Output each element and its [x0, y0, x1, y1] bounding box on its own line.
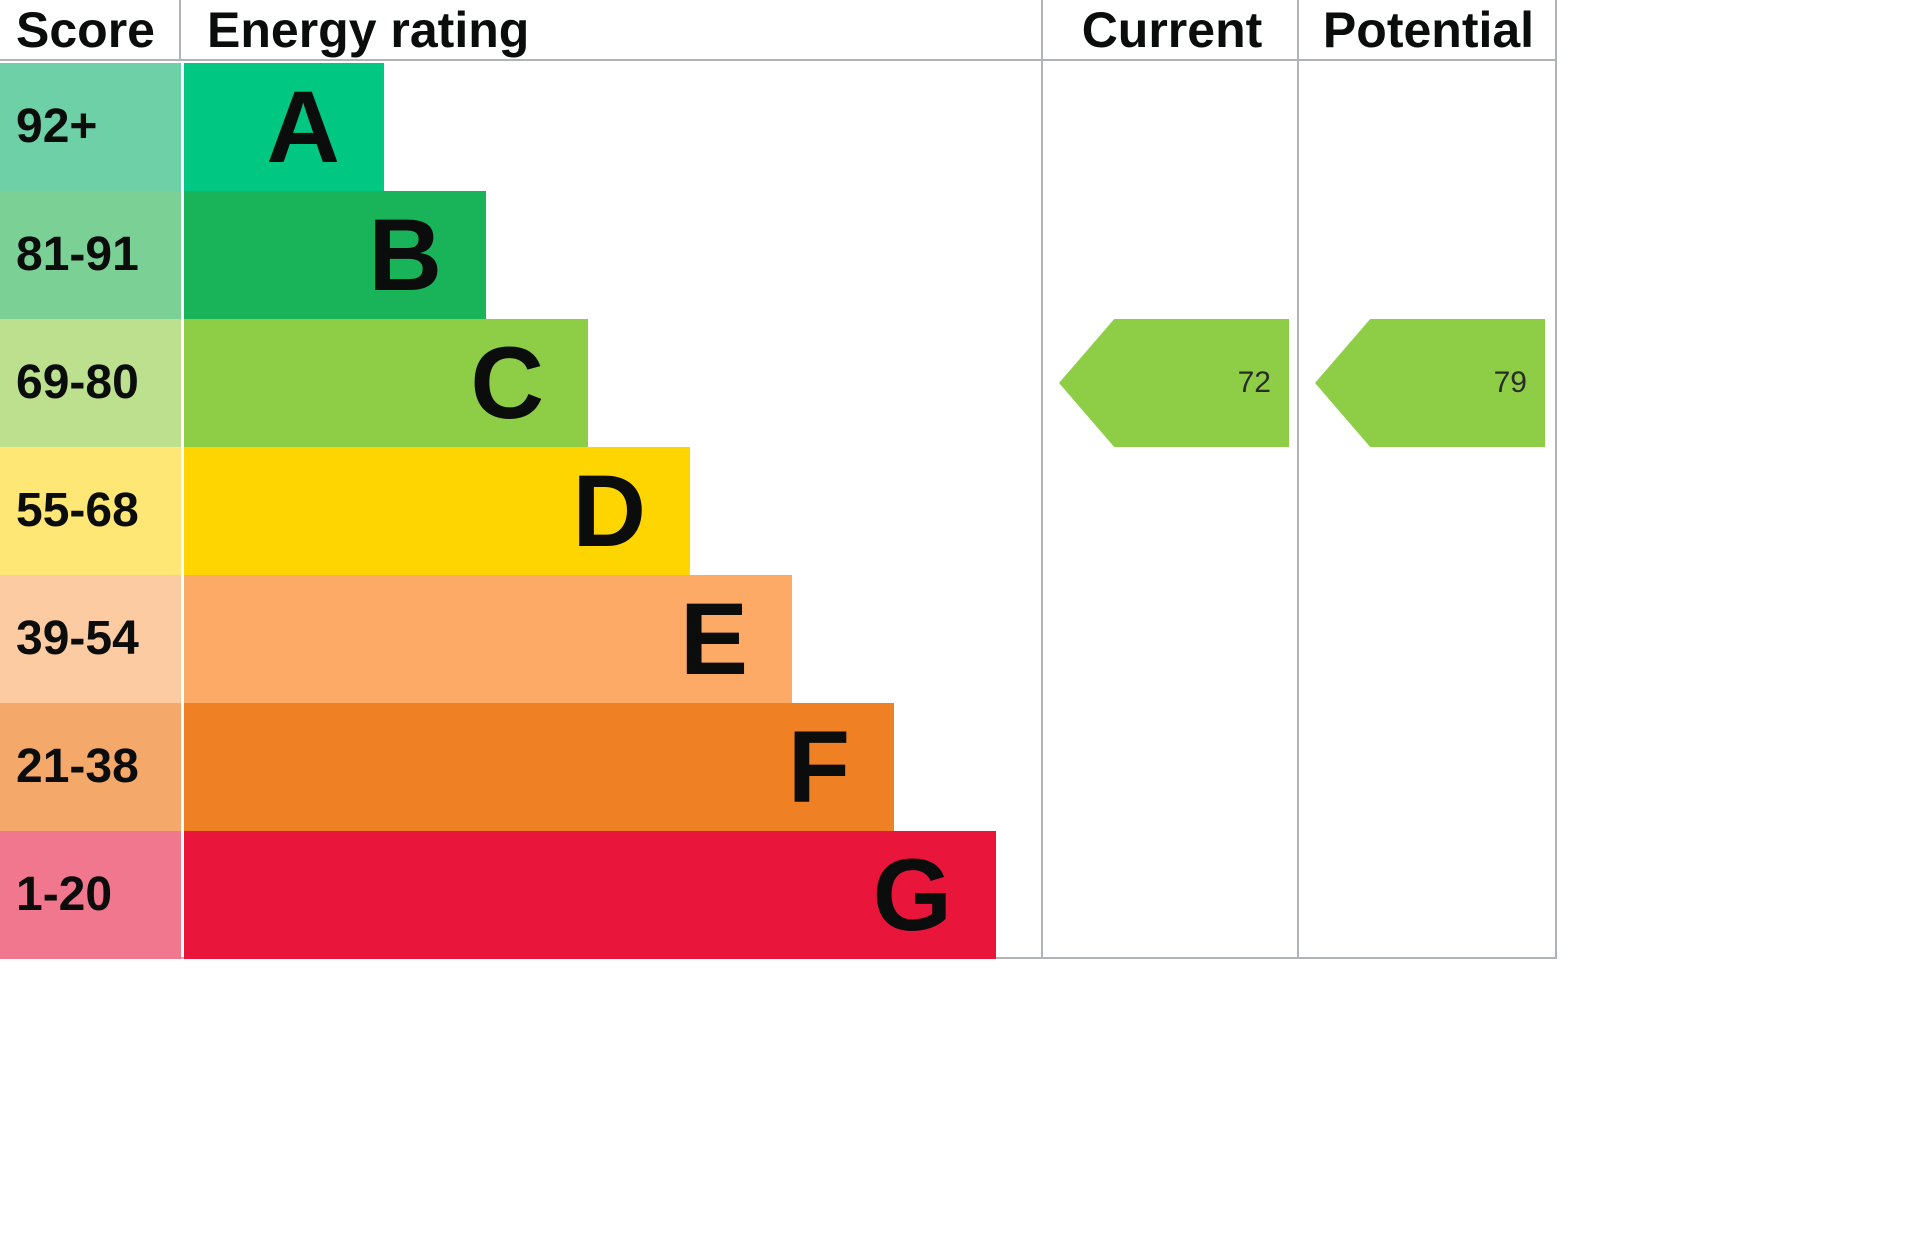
- band-bar-d: D: [184, 447, 690, 575]
- band-row-b: 81-91 B: [0, 191, 1040, 319]
- band-bar-a: A: [184, 63, 384, 191]
- band-bar-b: B: [184, 191, 486, 319]
- band-row-f: 21-38 F: [0, 703, 1040, 831]
- current-rating-value: 72: [1237, 366, 1271, 399]
- epc-energy-rating-chart: Score Energy rating Current Potential 92…: [0, 0, 1557, 959]
- header-potential: Potential: [1322, 1, 1535, 58]
- band-score-g: 1-20: [0, 831, 181, 959]
- divider-right-edge: [1555, 0, 1557, 959]
- band-bar-g: G: [184, 831, 996, 959]
- band-score-d: 55-68: [0, 447, 181, 575]
- potential-rating-arrow: 79: [1315, 319, 1545, 447]
- header-energy-rating: Energy rating: [207, 1, 530, 58]
- header-score: Score: [0, 0, 181, 59]
- band-bar-f: F: [184, 703, 894, 831]
- band-score-b: 81-91: [0, 191, 181, 319]
- band-score-f: 21-38: [0, 703, 181, 831]
- chart-header-row: Score Energy rating Current Potential: [0, 0, 1557, 61]
- band-row-e: 39-54 E: [0, 575, 1040, 703]
- band-score-e: 39-54: [0, 575, 181, 703]
- divider-rating-current: [1041, 0, 1043, 959]
- rating-bands: 92+ A 81-91 B 69-80 C 55-68 D 39-54 E 21…: [0, 63, 1040, 959]
- header-current: Current: [1081, 1, 1263, 58]
- band-row-a: 92+ A: [0, 63, 1040, 191]
- band-row-d: 55-68 D: [0, 447, 1040, 575]
- band-row-c: 69-80 C: [0, 319, 1040, 447]
- band-score-a: 92+: [0, 63, 181, 191]
- divider-current-potential: [1297, 0, 1299, 959]
- band-bar-e: E: [184, 575, 792, 703]
- current-rating-arrow: 72: [1059, 319, 1289, 447]
- band-score-c: 69-80: [0, 319, 181, 447]
- band-bar-c: C: [184, 319, 588, 447]
- potential-rating-value: 79: [1493, 366, 1527, 399]
- band-row-g: 1-20 G: [0, 831, 1040, 959]
